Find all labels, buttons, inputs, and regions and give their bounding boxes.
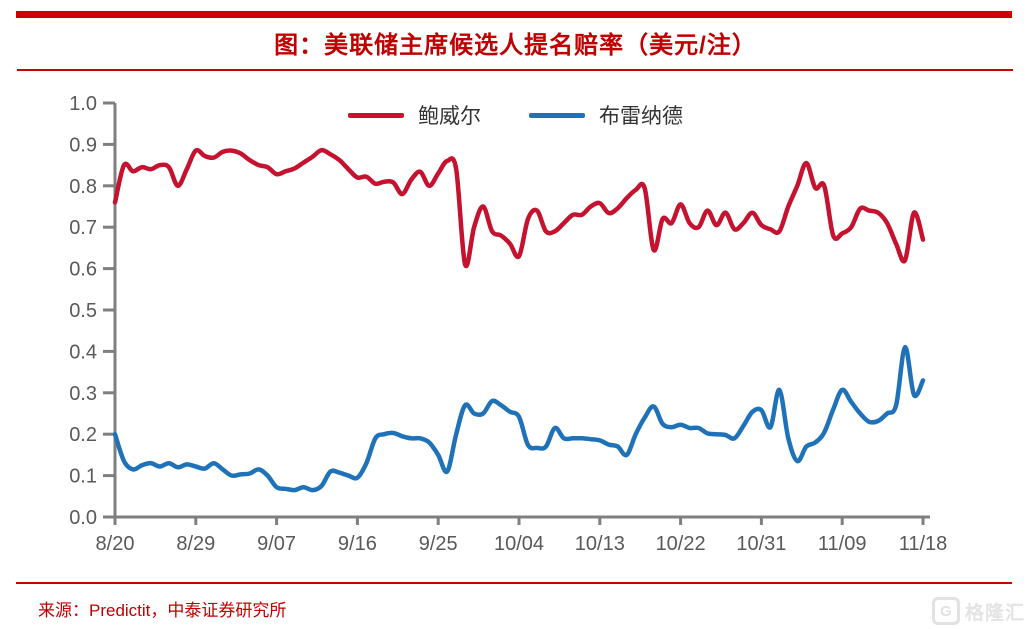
- top-red-bar: [16, 11, 1012, 18]
- y-tick-label: 0.5: [69, 300, 97, 322]
- y-tick-label: 0.9: [69, 134, 97, 156]
- page-title: 图：美联储主席候选人提名赔率（美元/注）: [274, 32, 757, 59]
- y-tick-label: 0.2: [69, 424, 97, 446]
- brainard-line-swatch: [529, 112, 585, 118]
- legend-label-powell: 鲍威尔: [418, 105, 481, 128]
- x-tick-label: 11/18: [899, 533, 948, 555]
- y-tick-label: 0.4: [69, 341, 97, 363]
- x-tick-label: 11/09: [818, 533, 867, 555]
- x-tick-label: 8/20: [96, 533, 135, 555]
- y-tick-label: 0.0: [69, 507, 97, 529]
- legend-label-brainard: 布雷纳德: [599, 105, 683, 128]
- y-tick-label: 0.1: [69, 466, 97, 488]
- logo-text: 格隆汇: [964, 602, 1025, 624]
- x-tick-label: 10/31: [736, 533, 786, 555]
- y-tick-label: 0.8: [69, 176, 97, 198]
- x-tick-label: 9/07: [257, 533, 296, 555]
- gelonghui-logo: G 格隆汇: [931, 597, 1025, 625]
- y-tick-label: 0.3: [69, 383, 97, 405]
- y-tick-label: 0.6: [69, 259, 97, 281]
- x-tick-label: 10/22: [656, 533, 706, 555]
- x-tick-label: 9/25: [419, 533, 458, 555]
- x-tick-label: 9/16: [338, 533, 377, 555]
- chart-legend: 鲍威尔 布雷纳德: [0, 100, 1031, 130]
- powell-line: [112, 147, 926, 269]
- x-tick-label: 8/29: [176, 533, 215, 555]
- brainard-line: [112, 345, 926, 493]
- powell-line-swatch: [348, 112, 404, 118]
- legend-item-powell: 鲍威尔: [348, 100, 481, 130]
- logo-g-icon: G: [931, 597, 960, 625]
- footer-rule: [16, 582, 1012, 584]
- y-tick-label: 0.7: [69, 217, 97, 239]
- title-underline: [17, 69, 1013, 71]
- x-tick-label: 10/04: [494, 533, 544, 555]
- source-text: 来源：Predictit，中泰证券研究所: [38, 601, 287, 620]
- legend-item-brainard: 布雷纳德: [529, 100, 683, 130]
- x-tick-label: 10/13: [575, 533, 625, 555]
